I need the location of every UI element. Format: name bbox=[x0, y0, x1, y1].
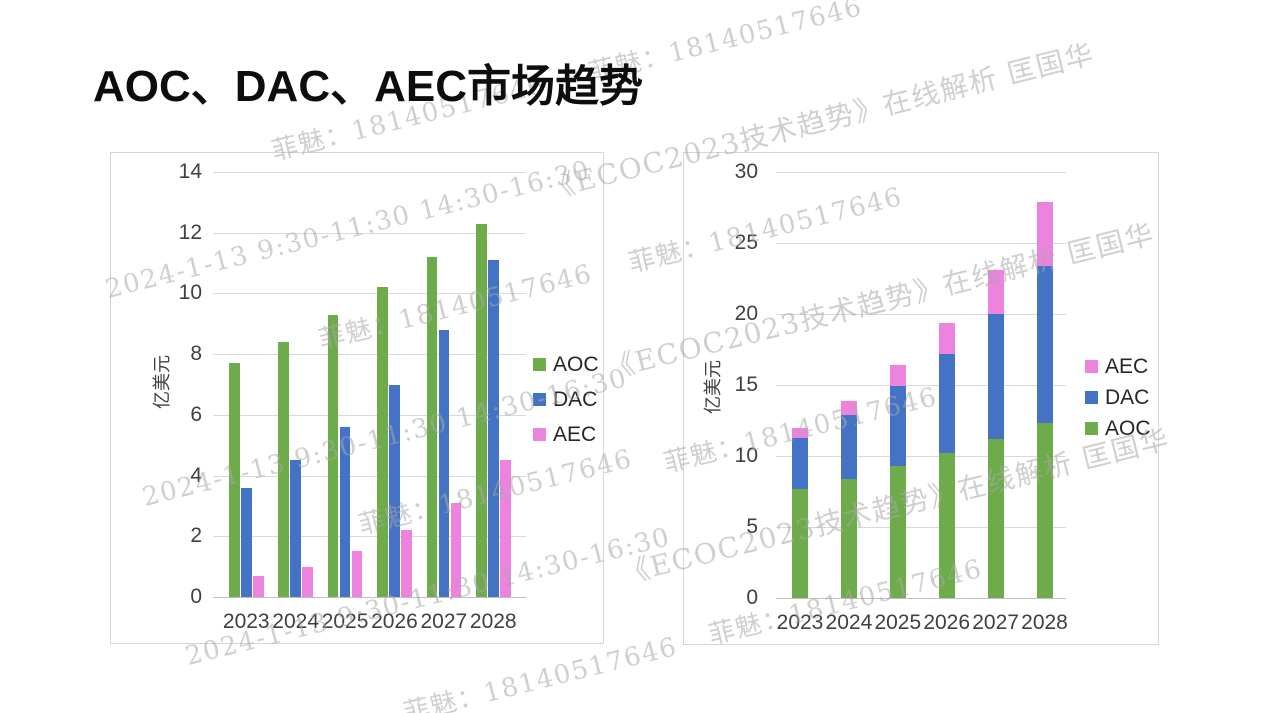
gridline-20 bbox=[776, 314, 1066, 315]
x-tick-2026: 2026 bbox=[923, 611, 971, 634]
y-tick-12: 12 bbox=[178, 220, 202, 244]
page-title: AOC、DAC、AEC市场趋势 bbox=[93, 62, 643, 111]
y-tick-30: 30 bbox=[734, 160, 758, 183]
stack-AOC-2023 bbox=[792, 488, 808, 598]
legend-label-AEC: AEC bbox=[553, 423, 597, 446]
gridline-12 bbox=[213, 232, 526, 234]
y-tick-0: 0 bbox=[746, 586, 758, 609]
bar-DAC-2028 bbox=[488, 260, 499, 597]
bar-AEC-2025 bbox=[351, 551, 363, 597]
right-chart-panel bbox=[683, 152, 1159, 645]
legend-swatch-AOC bbox=[533, 358, 546, 371]
bar-AOC-2024 bbox=[278, 342, 289, 597]
legend-label-AOC: AOC bbox=[553, 353, 599, 376]
gridline-10 bbox=[213, 293, 526, 295]
x-tick-2028: 2028 bbox=[469, 610, 517, 633]
legend-swatch-DAC bbox=[533, 393, 546, 406]
stack-AOC-2025 bbox=[889, 465, 906, 598]
y-tick-4: 4 bbox=[190, 463, 202, 487]
bar-AEC-2027 bbox=[450, 502, 462, 597]
bar-DAC-2027 bbox=[438, 329, 450, 597]
x-tick-2028: 2028 bbox=[1021, 611, 1068, 634]
y-tick-8: 8 bbox=[190, 342, 202, 366]
bar-AEC-2023 bbox=[253, 575, 264, 597]
x-tick-2025: 2025 bbox=[321, 610, 369, 633]
gridline-14 bbox=[213, 172, 526, 173]
x-axis-line bbox=[776, 597, 1066, 599]
stack-AOC-2026 bbox=[938, 453, 955, 598]
stack-AOC-2027 bbox=[987, 438, 1004, 598]
bar-AOC-2028 bbox=[476, 223, 487, 597]
stack-AEC-2024 bbox=[840, 400, 857, 415]
legend-swatch-AOC bbox=[1085, 422, 1098, 435]
x-tick-2023: 2023 bbox=[222, 610, 270, 633]
gridline-5 bbox=[776, 527, 1066, 528]
stack-DAC-2027 bbox=[987, 314, 1004, 439]
bar-DAC-2025 bbox=[339, 427, 351, 597]
bar-AOC-2025 bbox=[327, 314, 339, 597]
y-tick-20: 20 bbox=[734, 302, 758, 325]
bar-AEC-2024 bbox=[302, 566, 313, 597]
legend-swatch-AEC bbox=[533, 428, 546, 441]
stack-DAC-2026 bbox=[938, 353, 955, 454]
bar-AOC-2026 bbox=[377, 287, 388, 597]
gridline-8 bbox=[213, 354, 526, 356]
y-tick-6: 6 bbox=[190, 402, 202, 426]
stack-AEC-2025 bbox=[889, 365, 906, 387]
y-tick-5: 5 bbox=[746, 515, 758, 538]
legend-label-DAC: DAC bbox=[1105, 386, 1150, 409]
y-tick-0: 0 bbox=[190, 585, 202, 608]
legend-label-AEC: AEC bbox=[1105, 355, 1149, 378]
bar-DAC-2023 bbox=[241, 487, 252, 597]
bar-DAC-2026 bbox=[389, 384, 400, 597]
y-tick-15: 15 bbox=[734, 373, 758, 396]
legend-swatch-DAC bbox=[1085, 391, 1098, 404]
bar-AOC-2023 bbox=[229, 363, 240, 597]
bar-AOC-2027 bbox=[426, 257, 438, 597]
gridline-25 bbox=[776, 243, 1066, 244]
legend-label-AOC: AOC bbox=[1105, 417, 1151, 440]
gridline-6 bbox=[213, 414, 526, 416]
x-tick-2024: 2024 bbox=[825, 611, 873, 634]
gridline-15 bbox=[776, 385, 1066, 386]
x-tick-2027: 2027 bbox=[420, 610, 468, 633]
stack-AOC-2024 bbox=[840, 478, 857, 598]
stack-DAC-2024 bbox=[840, 414, 857, 479]
x-tick-2023: 2023 bbox=[776, 611, 824, 634]
stack-AEC-2027 bbox=[987, 269, 1004, 314]
bar-AEC-2026 bbox=[401, 530, 412, 597]
y-tick-10: 10 bbox=[178, 281, 202, 305]
stack-AEC-2028 bbox=[1036, 201, 1053, 266]
stack-DAC-2028 bbox=[1036, 265, 1053, 424]
y-axis-title: 亿美元 bbox=[703, 360, 723, 414]
stack-AEC-2026 bbox=[938, 322, 955, 354]
bar-AEC-2028 bbox=[500, 460, 511, 597]
stack-AOC-2028 bbox=[1036, 423, 1053, 598]
x-tick-2025: 2025 bbox=[874, 611, 922, 634]
y-tick-25: 25 bbox=[734, 231, 758, 254]
bar-DAC-2024 bbox=[290, 460, 301, 597]
gridline-10 bbox=[776, 456, 1066, 457]
stack-DAC-2023 bbox=[792, 437, 808, 489]
x-tick-2024: 2024 bbox=[272, 610, 319, 633]
gridline-4 bbox=[213, 475, 526, 477]
x-tick-2026: 2026 bbox=[371, 610, 418, 633]
legend-label-DAC: DAC bbox=[553, 388, 598, 411]
y-tick-2: 2 bbox=[190, 524, 202, 548]
gridline-30 bbox=[776, 172, 1066, 173]
legend-swatch-AEC bbox=[1085, 360, 1098, 373]
y-tick-14: 14 bbox=[178, 160, 202, 183]
stack-DAC-2025 bbox=[889, 386, 906, 466]
stack-AEC-2023 bbox=[792, 427, 808, 438]
x-tick-2027: 2027 bbox=[972, 611, 1019, 634]
x-axis-line bbox=[213, 596, 526, 598]
y-tick-10: 10 bbox=[734, 444, 758, 467]
gridline-2 bbox=[213, 536, 526, 538]
y-axis-title: 亿美元 bbox=[152, 355, 172, 409]
